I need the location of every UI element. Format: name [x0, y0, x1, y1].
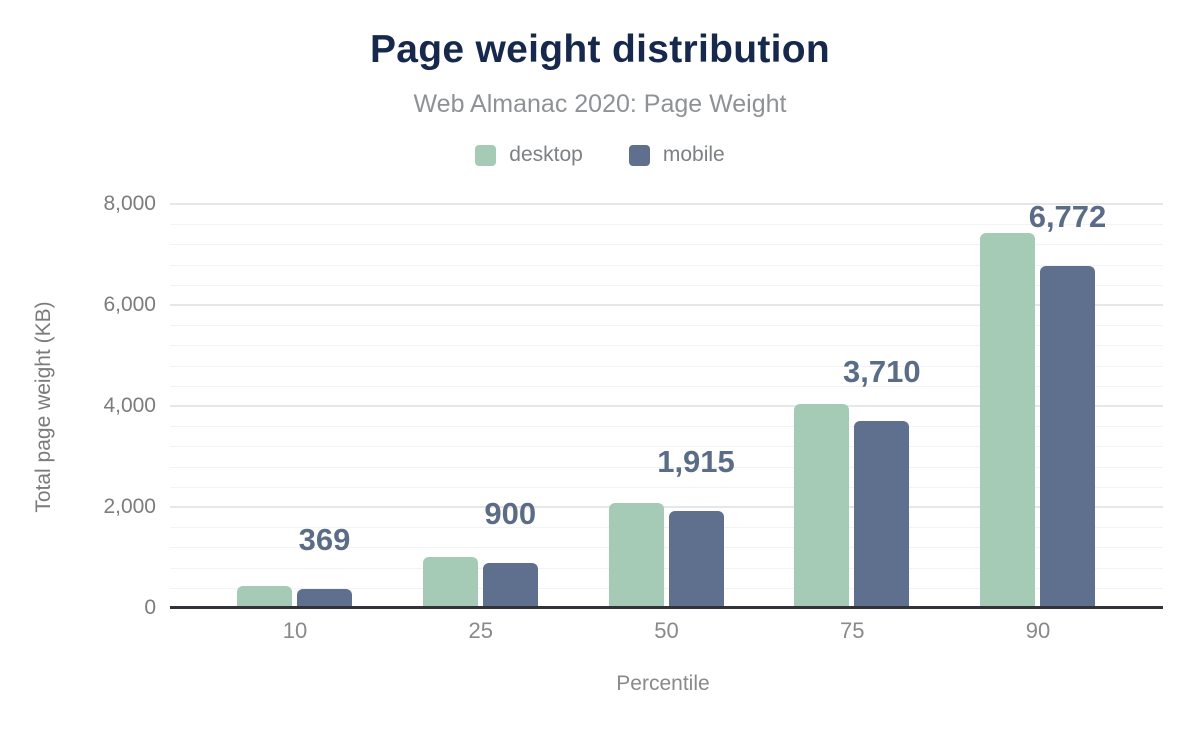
gridline-minor: [170, 345, 1163, 347]
legend-item-desktop: desktop: [475, 143, 583, 167]
bar-mobile-p90[interactable]: [1040, 266, 1095, 608]
gridline-minor: [170, 325, 1163, 327]
bar-mobile-p50[interactable]: [668, 511, 724, 608]
bar-desktop-p90[interactable]: [980, 233, 1035, 608]
y-tick-label: 8,000: [103, 192, 156, 215]
gridline-minor: [170, 567, 1163, 569]
x-tick-label-75: 75: [840, 618, 865, 643]
gridline-minor: [170, 587, 1163, 589]
gridline-minor: [170, 244, 1163, 246]
value-label-mobile-p10: 369: [298, 522, 351, 558]
value-label-mobile-p90: 6,772: [1028, 199, 1107, 234]
gridline-major: [170, 203, 1163, 205]
legend-label-mobile: mobile: [662, 143, 725, 166]
gridline-minor: [170, 527, 1163, 529]
gridline-major: [170, 304, 1163, 306]
value-label-mobile-p50: 1,915: [657, 444, 735, 480]
y-tick-label: 2,000: [103, 495, 156, 518]
y-tick-label: 0: [144, 596, 156, 619]
gridline-minor: [170, 284, 1163, 286]
gridline-minor: [170, 365, 1163, 367]
bar-mobile-p75[interactable]: [854, 420, 910, 608]
bar-desktop-p75[interactable]: [794, 403, 850, 608]
bar-mobile-p10[interactable]: [297, 589, 352, 608]
gridline-major: [170, 405, 1163, 407]
legend: desktop mobile: [0, 143, 1200, 167]
chart-title: Page weight distribution: [369, 28, 831, 71]
bar-desktop-p10[interactable]: [237, 586, 292, 608]
gridline-minor: [170, 224, 1163, 226]
legend-swatch-desktop-icon: [475, 144, 497, 166]
gridline-minor: [170, 446, 1163, 448]
value-label-mobile-p25: 900: [484, 495, 537, 531]
y-axis-title: Total page weight (KB): [32, 301, 55, 513]
chart-subtitle: Web Almanac 2020: Page Weight: [413, 90, 787, 118]
gridline-minor: [170, 466, 1163, 468]
bar-mobile-p25[interactable]: [482, 562, 538, 608]
gridline-major: [170, 506, 1163, 508]
x-tick-label-25: 25: [468, 618, 494, 643]
x-tick-label-50: 50: [654, 618, 679, 643]
gridline-minor: [170, 264, 1163, 266]
gridline-minor: [170, 426, 1163, 428]
y-tick-label: 4,000: [103, 394, 156, 417]
x-axis-title: Percentile: [616, 672, 710, 695]
gridline-minor: [170, 385, 1163, 387]
legend-item-mobile: mobile: [628, 143, 725, 167]
x-tick-label-10: 10: [282, 618, 308, 643]
bar-desktop-p50[interactable]: [608, 503, 664, 608]
value-label-mobile-p75: 3,710: [843, 353, 921, 389]
bar-desktop-p25[interactable]: [422, 557, 478, 608]
x-tick-label-90: 90: [1025, 618, 1051, 643]
gridline-minor: [170, 486, 1163, 488]
y-tick-label: 6,000: [103, 293, 156, 316]
gridline-minor: [170, 547, 1163, 549]
legend-label-desktop: desktop: [509, 143, 583, 166]
x-axis-line: [170, 606, 1163, 609]
legend-swatch-mobile-icon: [628, 144, 650, 166]
